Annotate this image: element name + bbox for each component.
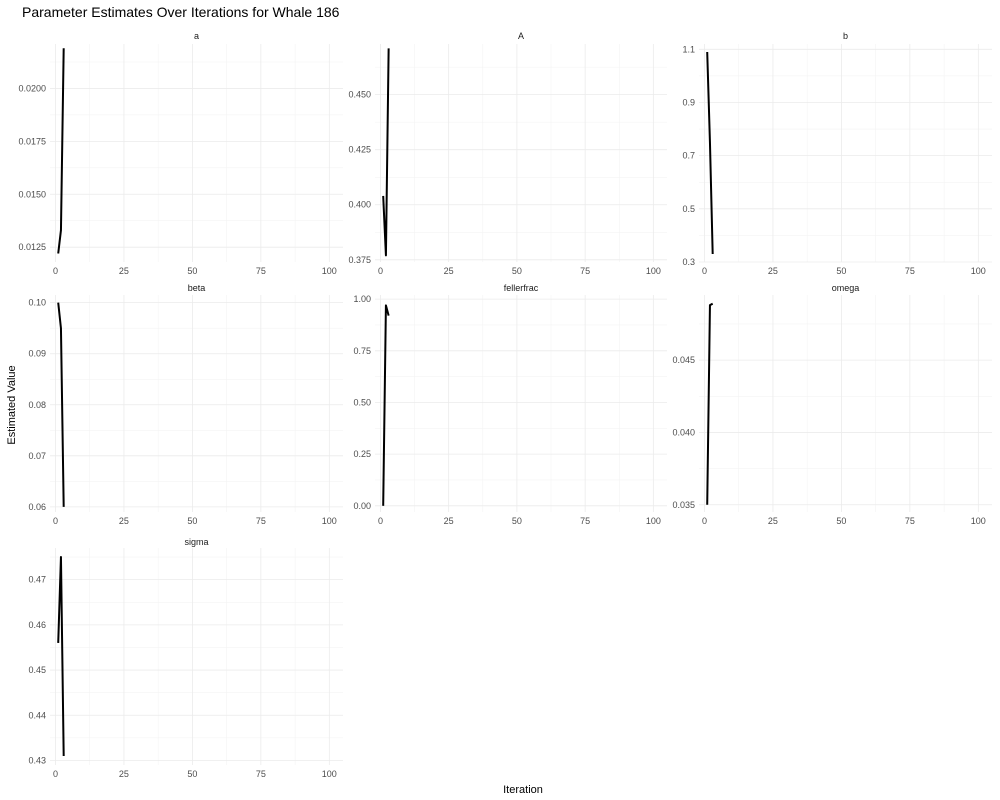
- x-tick-label: 100: [322, 769, 337, 779]
- y-tick-label: 0.400: [348, 200, 371, 210]
- y-tick-label: 0.0175: [18, 136, 46, 146]
- y-axis-title: Estimated Value: [6, 365, 18, 444]
- x-tick-label: 75: [905, 266, 915, 276]
- y-tick-label: 0.0150: [18, 189, 46, 199]
- series-line-a: [57, 48, 65, 254]
- y-tick-label: 0.25: [353, 449, 371, 459]
- panel-A: 0 25 50 75 100 0.375 0.400 0.425 0.450 A: [348, 31, 667, 276]
- panel-fellerfrac: 0 25 50 75 100 0.00 0.25 0.50 0.75 1.00 fellerfrac: [353, 283, 667, 526]
- x-tick-label: 100: [971, 516, 986, 526]
- series-line-A: [382, 48, 390, 257]
- x-tick-label: 50: [836, 266, 846, 276]
- y-tick-label: 0.045: [672, 355, 695, 365]
- y-tick-label: 1.1: [682, 44, 695, 54]
- y-tick-label: 0.09: [28, 349, 46, 359]
- panel-strip-label: b: [843, 31, 848, 41]
- y-tick-label: 0.0125: [18, 242, 46, 252]
- panel-a: 0 25 50 75 100 0.0125 0.0150 0.0175 0.0200 a: [18, 31, 343, 276]
- series-line-beta: [57, 302, 65, 507]
- x-tick-label: 0: [53, 769, 58, 779]
- x-tick-label: 25: [119, 769, 129, 779]
- panel-strip-label: a: [194, 31, 199, 41]
- y-tick-label: 0.00: [353, 501, 371, 511]
- y-tick-label: 0.06: [28, 502, 46, 512]
- x-tick-label: 50: [187, 769, 197, 779]
- x-tick-label: 75: [256, 769, 266, 779]
- x-tick-label: 0: [53, 266, 58, 276]
- x-tick-label: 0: [702, 516, 707, 526]
- panel-b: 0 25 50 75 100 0.3 0.5 0.7 0.9 1.1 b: [682, 31, 992, 276]
- panel-beta: 0 25 50 75 100 0.06 0.07 0.08 0.09 0.10 beta: [28, 283, 343, 526]
- x-tick-label: 75: [256, 516, 266, 526]
- x-tick-label: 0: [53, 516, 58, 526]
- y-tick-label: 0.08: [28, 400, 46, 410]
- series-line-b: [706, 51, 714, 255]
- x-tick-label: 75: [580, 266, 590, 276]
- panel-strip-label: sigma: [184, 537, 208, 547]
- y-tick-label: 0.375: [348, 255, 371, 265]
- series-line-sigma: [57, 556, 65, 756]
- y-tick-label: 0.44: [28, 710, 46, 720]
- panels: 0 25 50 75 100 0.0125 0.0150 0.0175 0.0200 a 0 25 50…: [18, 31, 992, 779]
- x-axis-title: Iteration: [503, 784, 543, 796]
- y-tick-label: 0.3: [682, 257, 695, 267]
- y-tick-label: 0.47: [28, 575, 46, 585]
- chart-title: Parameter Estimates Over Iterations for …: [22, 4, 340, 20]
- y-tick-label: 0.040: [672, 427, 695, 437]
- y-tick-label: 0.9: [682, 97, 695, 107]
- x-tick-label: 0: [378, 266, 383, 276]
- x-tick-label: 100: [971, 266, 986, 276]
- y-tick-label: 0.75: [353, 346, 371, 356]
- x-tick-label: 50: [836, 516, 846, 526]
- x-tick-label: 25: [768, 266, 778, 276]
- x-tick-label: 75: [256, 266, 266, 276]
- x-tick-label: 100: [322, 516, 337, 526]
- x-tick-label: 50: [512, 266, 522, 276]
- x-tick-label: 0: [378, 516, 383, 526]
- x-tick-label: 100: [646, 516, 661, 526]
- panel-strip-label: fellerfrac: [504, 283, 539, 293]
- panel-strip-label: omega: [832, 283, 860, 293]
- series-line-omega: [706, 302, 714, 505]
- x-tick-label: 25: [119, 266, 129, 276]
- x-tick-label: 100: [646, 266, 661, 276]
- x-tick-label: 100: [322, 266, 337, 276]
- y-tick-label: 0.50: [353, 397, 371, 407]
- y-tick-label: 0.46: [28, 620, 46, 630]
- y-tick-label: 0.10: [28, 298, 46, 308]
- y-tick-label: 0.07: [28, 451, 46, 461]
- y-tick-label: 0.45: [28, 665, 46, 675]
- y-tick-label: 0.450: [348, 90, 371, 100]
- x-tick-label: 75: [905, 516, 915, 526]
- panel-omega: 0 25 50 75 100 0.035 0.040 0.045 omega: [672, 283, 992, 526]
- x-tick-label: 75: [580, 516, 590, 526]
- y-tick-label: 0.7: [682, 151, 695, 161]
- y-tick-label: 0.035: [672, 500, 695, 510]
- x-tick-label: 25: [444, 266, 454, 276]
- y-tick-label: 0.0200: [18, 83, 46, 93]
- x-tick-label: 50: [187, 516, 197, 526]
- series-line-fellerfrac: [382, 304, 390, 506]
- x-tick-label: 50: [187, 266, 197, 276]
- x-tick-label: 0: [702, 266, 707, 276]
- x-tick-label: 25: [768, 516, 778, 526]
- panel-strip-label: A: [518, 31, 524, 41]
- y-tick-label: 0.5: [682, 204, 695, 214]
- y-tick-label: 0.43: [28, 755, 46, 765]
- panel-strip-label: beta: [188, 283, 206, 293]
- y-tick-label: 1.00: [353, 294, 371, 304]
- panel-sigma: 0 25 50 75 100 0.43 0.44 0.45 0.46 0.47 sigma: [28, 537, 343, 779]
- x-tick-label: 25: [444, 516, 454, 526]
- x-tick-label: 50: [512, 516, 522, 526]
- y-tick-label: 0.425: [348, 145, 371, 155]
- x-tick-label: 25: [119, 516, 129, 526]
